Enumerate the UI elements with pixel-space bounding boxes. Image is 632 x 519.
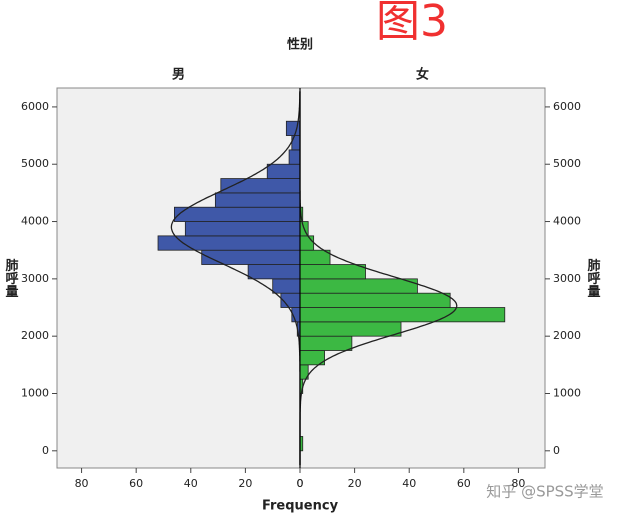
watermark: 知乎 @SPSS学堂 [486, 483, 603, 501]
y-tick-label-right: 4000 [553, 215, 581, 228]
x-tick-label: 0 [297, 477, 304, 490]
x-tick-label: 20 [348, 477, 362, 490]
legend-label: 女 [416, 67, 429, 83]
bar [184, 221, 301, 237]
annotation: 图3 [376, 0, 448, 47]
y-tick-label: 3000 [21, 272, 49, 285]
bar [299, 292, 451, 308]
bar [299, 264, 366, 280]
y-tick-label: 6000 [21, 100, 49, 113]
legend-label: 男 [172, 68, 185, 83]
x-tick-label: 60 [457, 477, 471, 490]
x-tick-label: 40 [184, 477, 198, 490]
y-tick-label-right: 3000 [553, 272, 581, 285]
y-tick-label: 1000 [21, 386, 49, 399]
y-tick-label-right: 6000 [553, 100, 581, 113]
bar [174, 206, 301, 222]
y-tick-label: 4000 [21, 215, 49, 228]
bar [201, 249, 301, 265]
y-axis-label: 肺呼量 [3, 258, 19, 299]
y-tick-label: 5000 [21, 157, 49, 170]
bar [214, 192, 301, 208]
y-tick-label-right: 5000 [553, 157, 581, 170]
x-tick-label: 40 [402, 477, 416, 490]
x-tick-label: 80 [511, 477, 525, 490]
bar [299, 321, 402, 337]
bar [299, 235, 315, 251]
bar [247, 264, 301, 280]
x-axis-label: Frequency [262, 499, 339, 514]
y-tick-label: 0 [42, 444, 49, 457]
y-tick-label-right: 2000 [553, 329, 581, 342]
bar [157, 235, 301, 251]
x-tick-label: 0 [297, 477, 304, 490]
x-tick-label: 20 [238, 477, 252, 490]
x-tick-label: 80 [75, 477, 89, 490]
bar [299, 335, 353, 351]
x-tick-label: 60 [129, 477, 143, 490]
bar [299, 307, 506, 323]
bar [299, 278, 418, 294]
y-tick-label: 2000 [21, 329, 49, 342]
y-tick-label-right: 1000 [553, 386, 581, 399]
y-tick-label-right: 0 [553, 444, 560, 457]
bar [272, 278, 301, 294]
bar [288, 149, 301, 165]
bar [299, 249, 331, 265]
bar [266, 163, 301, 179]
y-axis-label-right: 肺呼量 [585, 258, 601, 299]
chart-title: 性别 [287, 37, 313, 53]
